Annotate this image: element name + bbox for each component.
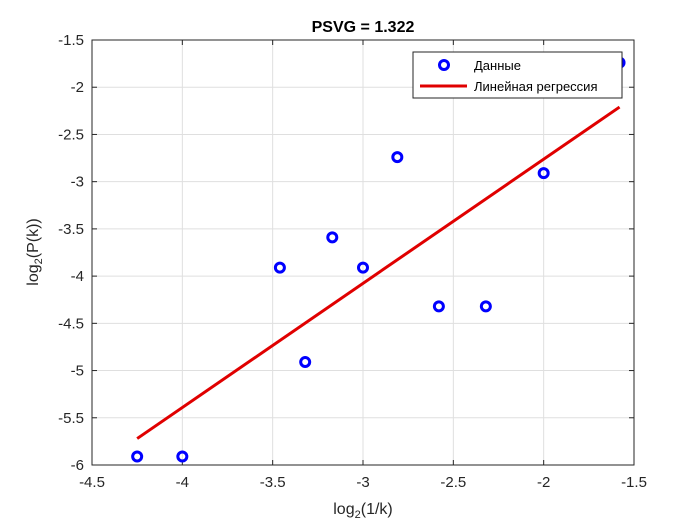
- y-tick-label: -5: [71, 363, 84, 380]
- legend-label-regression: Линейная регрессия: [474, 79, 598, 94]
- y-tick-label: -4.5: [58, 315, 84, 332]
- y-axis-label-base: log: [25, 264, 42, 285]
- data-point: [326, 231, 339, 244]
- x-tick-label: -2.5: [440, 474, 466, 491]
- y-tick-label: -5.5: [58, 410, 84, 427]
- x-axis-label-subscript: 2: [355, 509, 361, 521]
- data-point: [357, 261, 369, 274]
- y-axis-label: log2(P(k)): [25, 218, 45, 285]
- x-tick-label: -4: [176, 474, 189, 491]
- y-tick-label: -6: [71, 457, 84, 474]
- legend-marker-data: [438, 59, 450, 71]
- y-tick-label: -3.5: [58, 221, 84, 238]
- x-tick-label: -2: [537, 474, 550, 491]
- y-tick-label: -4: [71, 268, 84, 285]
- chart-title: PSVG = 1.322: [312, 19, 415, 36]
- regression-line: [136, 105, 621, 440]
- data-point: [432, 300, 445, 313]
- legend-label-data: Данные: [474, 58, 521, 73]
- x-tick-label: -1.5: [621, 474, 647, 491]
- data-point: [299, 356, 312, 369]
- data-point: [131, 450, 144, 463]
- data-point: [391, 151, 404, 164]
- x-tick-label: -4.5: [79, 474, 105, 491]
- x-axis-label: log2(1/k): [333, 501, 392, 521]
- y-tick-label: -3: [71, 174, 84, 191]
- y-axis-label-subscript: 2: [33, 258, 45, 264]
- x-tick-label: -3.5: [260, 474, 286, 491]
- legend-box: [412, 51, 623, 99]
- ticks: -4.5 -4 -3.5 -3 -2.5 -2 -1.5 -6 -5.5 -5 -4.5 -4 -3.5…: [58, 32, 647, 491]
- y-axis-label-rest: (P(k)): [25, 218, 42, 258]
- x-tick-label: -3: [356, 474, 369, 491]
- legend: Данные Линейная регрессия: [412, 51, 623, 99]
- y-tick-label: -2: [71, 79, 84, 96]
- y-tick-label: -1.5: [58, 32, 84, 49]
- y-tick-label: -2.5: [58, 126, 84, 143]
- x-axis-label-rest: (1/k): [361, 501, 393, 518]
- data-point: [537, 167, 550, 180]
- data-point: [479, 300, 492, 313]
- data-point: [273, 261, 286, 274]
- data-point: [176, 450, 189, 463]
- x-axis-label-base: log: [333, 501, 354, 518]
